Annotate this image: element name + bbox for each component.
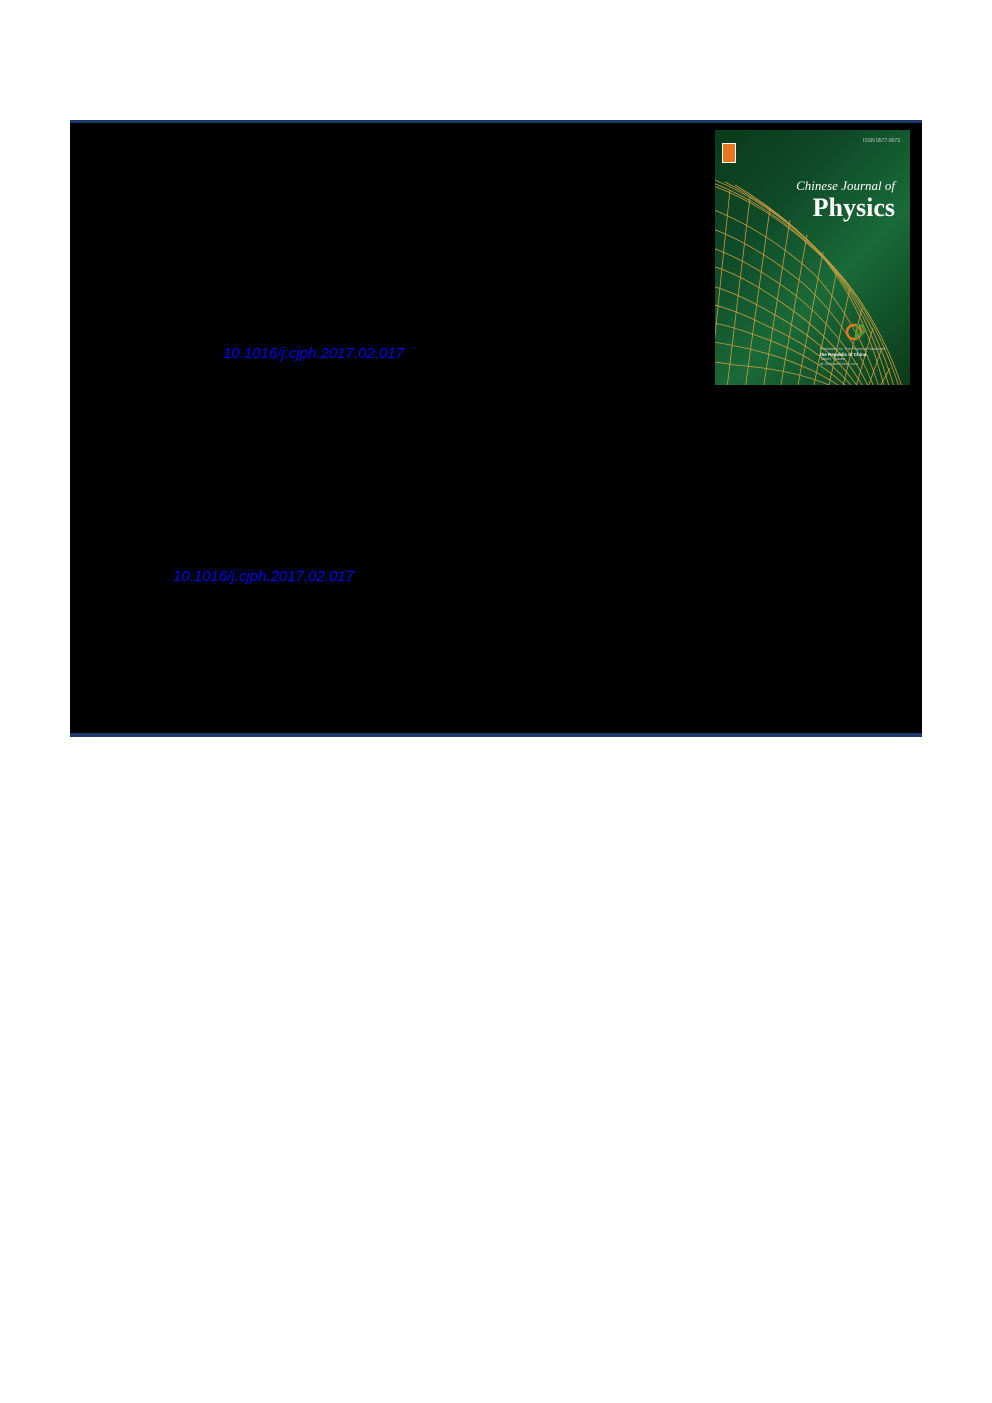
doi-link-primary[interactable]: 10.1016/j.cjph.2017.02.017 xyxy=(223,345,404,362)
elsevier-logo-icon xyxy=(722,143,736,163)
border-top xyxy=(70,120,922,123)
doi-link-secondary[interactable]: 10.1016/j.cjph.2017.02.017 xyxy=(173,568,354,585)
accepted-manuscript-box: 10.1016/j.cjph.2017.02.017 10.1016/j.cjp… xyxy=(70,120,922,737)
publisher-line: at ScienceDirect.com xyxy=(820,362,900,367)
cjp-logo-icon xyxy=(846,321,868,343)
journal-cover-thumbnail: ISSN 0577-9073 xyxy=(715,130,910,385)
issn-label: ISSN 0577-9073 xyxy=(863,138,900,144)
publisher-info: Published by The Physical Society of the… xyxy=(820,347,900,367)
journal-title-subtitle: Chinese Journal of xyxy=(796,178,895,194)
border-bottom xyxy=(70,733,922,737)
journal-title-main: Physics xyxy=(813,193,895,223)
